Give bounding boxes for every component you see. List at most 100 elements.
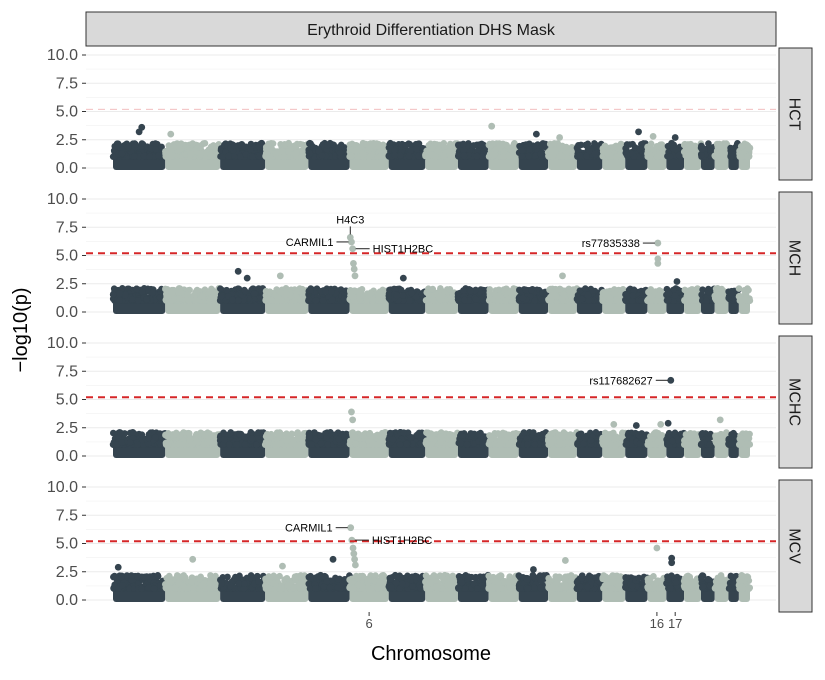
point-HCT-21-31 [728,153,735,160]
point-HCT-1-169 [155,152,162,159]
point-HCT-12-96 [556,144,563,151]
hit-point-HCT-7 [650,133,657,140]
hit-point-MCH-2 [349,245,356,252]
point-MCH-6-131 [377,288,384,295]
point-MCH-11-98 [520,295,527,302]
points-HCT [110,123,753,170]
point-MCHC-3-132 [227,430,234,437]
hit-point-MCH-5 [352,272,359,279]
hit-point-HCT-2 [167,131,174,138]
point-HCT-2-179 [188,150,195,157]
point-MCH-22-34 [742,296,749,303]
point-MCH-4-144 [291,297,298,304]
point-MCH-14-72 [614,297,621,304]
point-HCT-20-45 [716,150,723,157]
point-HCT-7-117 [413,146,420,153]
hit-point-HCT-4 [533,131,540,138]
point-MCH-4-140 [263,296,270,303]
point-MCH-3-134 [217,285,224,292]
point-HCT-13-82 [583,153,590,160]
point-MCH-2-159 [191,291,198,298]
hit-point-MCH-12 [559,272,566,279]
point-HCT-19-39 [705,140,712,147]
point-HCT-2-174 [168,152,175,159]
point-HCT-1-142 [139,140,146,147]
point-MCH-12-96 [557,286,564,293]
point-HCT-13-83 [585,140,592,147]
point-HCT-3-138 [237,153,244,160]
point-MCH-7-118 [399,292,406,299]
point-MCH-7-108 [408,290,415,297]
point-HCT-10-100 [500,153,507,160]
hit-point-HCT-6 [556,134,563,141]
hit-point-MCH-13 [674,278,681,285]
point-MCH-1-174 [117,290,124,297]
point-MCHC-3-143 [255,429,262,436]
point-MCH-5-108 [307,287,314,294]
point-MCH-8-109 [439,292,446,299]
hit-point-MCH-9 [235,268,242,275]
point-MCHC-2-172 [165,441,172,448]
point-HCT-8-105 [432,153,439,160]
point-MCH-13-67 [582,285,589,292]
point-HCT-13-85 [576,152,583,159]
point-HCT-6-116 [348,153,355,160]
point-MCHC-2-162 [202,432,209,439]
point-MCH-3-141 [251,290,258,297]
point-MCH-5-130 [329,297,336,304]
point-MCH-3-151 [241,287,248,294]
point-MCH-9-102 [461,297,468,304]
point-MCH-8-108 [447,286,454,293]
point-MCHC-3-145 [221,436,228,443]
point-HCT-4-144 [279,148,286,155]
point-MCH-4-136 [266,288,273,295]
point-HCT-4-143 [293,149,300,156]
point-MCH-2-168 [192,297,199,304]
point-HCT-17-58 [670,145,677,152]
point-HCT-3-139 [225,153,232,160]
point-HCT-13-80 [592,151,599,158]
point-MCH-4-142 [277,289,284,296]
point-HCT-2-161 [208,144,215,151]
point-MCH-9-98 [473,296,480,303]
point-HCT-9-102 [461,153,468,160]
point-MCH-2-167 [177,289,184,296]
point-HCT-15-67 [632,144,639,151]
point-HCT-2-184 [207,151,214,158]
point-HCT-8-108 [441,153,448,160]
point-MCH-2-166 [199,293,206,300]
point-MCH-10-92 [502,297,509,304]
point-MCH-15-74 [630,292,637,299]
point-MCH-11-93 [528,287,535,294]
point-MCH-13-81 [586,297,593,304]
point-HCT-11-96 [526,146,533,153]
point-HCT-1-160 [132,141,139,148]
point-HCT-12-95 [546,151,553,158]
point-MCHC-1-166 [145,435,152,442]
point-MCHC-3-128 [242,441,249,448]
point-MCH-6-128 [370,296,377,303]
point-HCT-4-142 [263,153,270,160]
point-MCHC-2-156 [186,430,193,437]
point-MCH-1-172 [143,296,150,303]
point-MCH-2-175 [176,295,183,302]
point-HCT-1-174 [131,153,138,160]
point-MCHC-3-149 [253,441,260,448]
point-HCT-1-172 [141,153,148,160]
point-MCH-8-105 [429,286,436,293]
point-MCHC-2-171 [173,430,180,437]
point-HCT-20-43 [716,141,723,148]
point-MCH-5-138 [341,296,348,303]
point-MCH-9-101 [467,288,474,295]
point-HCT-14-75 [613,153,620,160]
point-HCT-6-124 [366,153,373,160]
point-HCT-13-68 [593,143,600,150]
point-MCH-17-57 [672,292,679,299]
point-MCH-1-175 [149,289,156,296]
point-MCHC-3-147 [241,433,248,440]
point-HCT-7-121 [392,152,399,159]
point-HCT-2-133 [202,140,209,147]
point-HCT-11-98 [519,147,526,154]
point-HCT-4-112 [281,141,288,148]
